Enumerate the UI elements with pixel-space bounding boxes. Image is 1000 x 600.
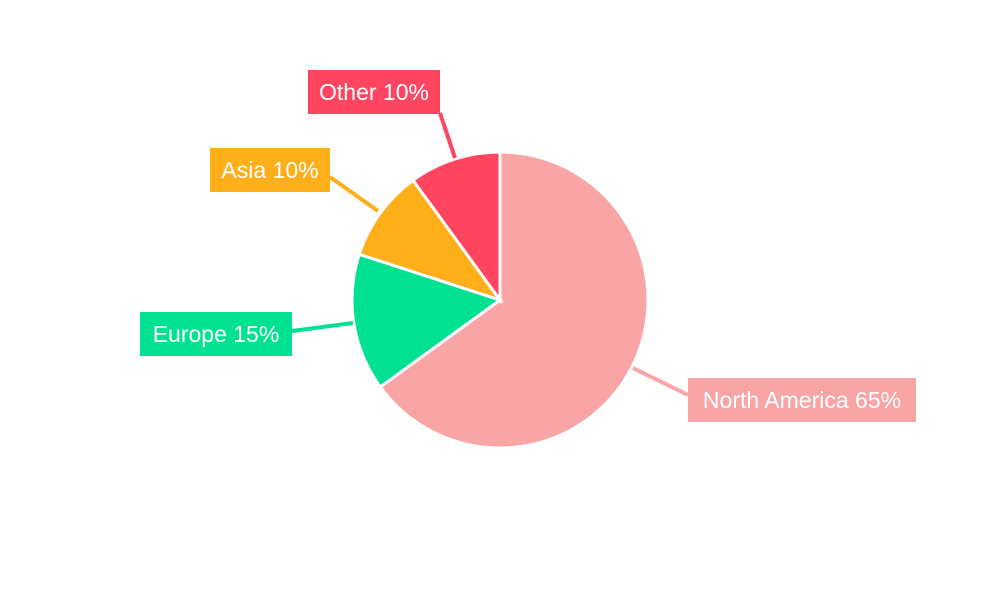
- label-box-asia: [210, 148, 330, 192]
- leader-line-europe: [291, 321, 354, 333]
- data-label-asia: Asia 10%: [221, 157, 318, 183]
- data-label-other: Other 10%: [319, 79, 429, 105]
- leader-line-asia: [328, 175, 380, 213]
- label-box-other: [308, 70, 440, 114]
- pie-slice-asia[interactable]: [357, 178, 504, 303]
- pie-slice-other[interactable]: [410, 150, 502, 305]
- leader-line-other: [438, 112, 457, 159]
- leader-line-north-america: [632, 366, 689, 397]
- data-label-north-america: North America 65%: [703, 387, 901, 413]
- pie-slice-north-america[interactable]: [378, 150, 650, 450]
- data-label-europe: Europe 15%: [153, 321, 280, 347]
- label-box-europe: [140, 312, 292, 356]
- label-box-north-america: [688, 378, 916, 422]
- pie-slice-europe[interactable]: [350, 252, 504, 390]
